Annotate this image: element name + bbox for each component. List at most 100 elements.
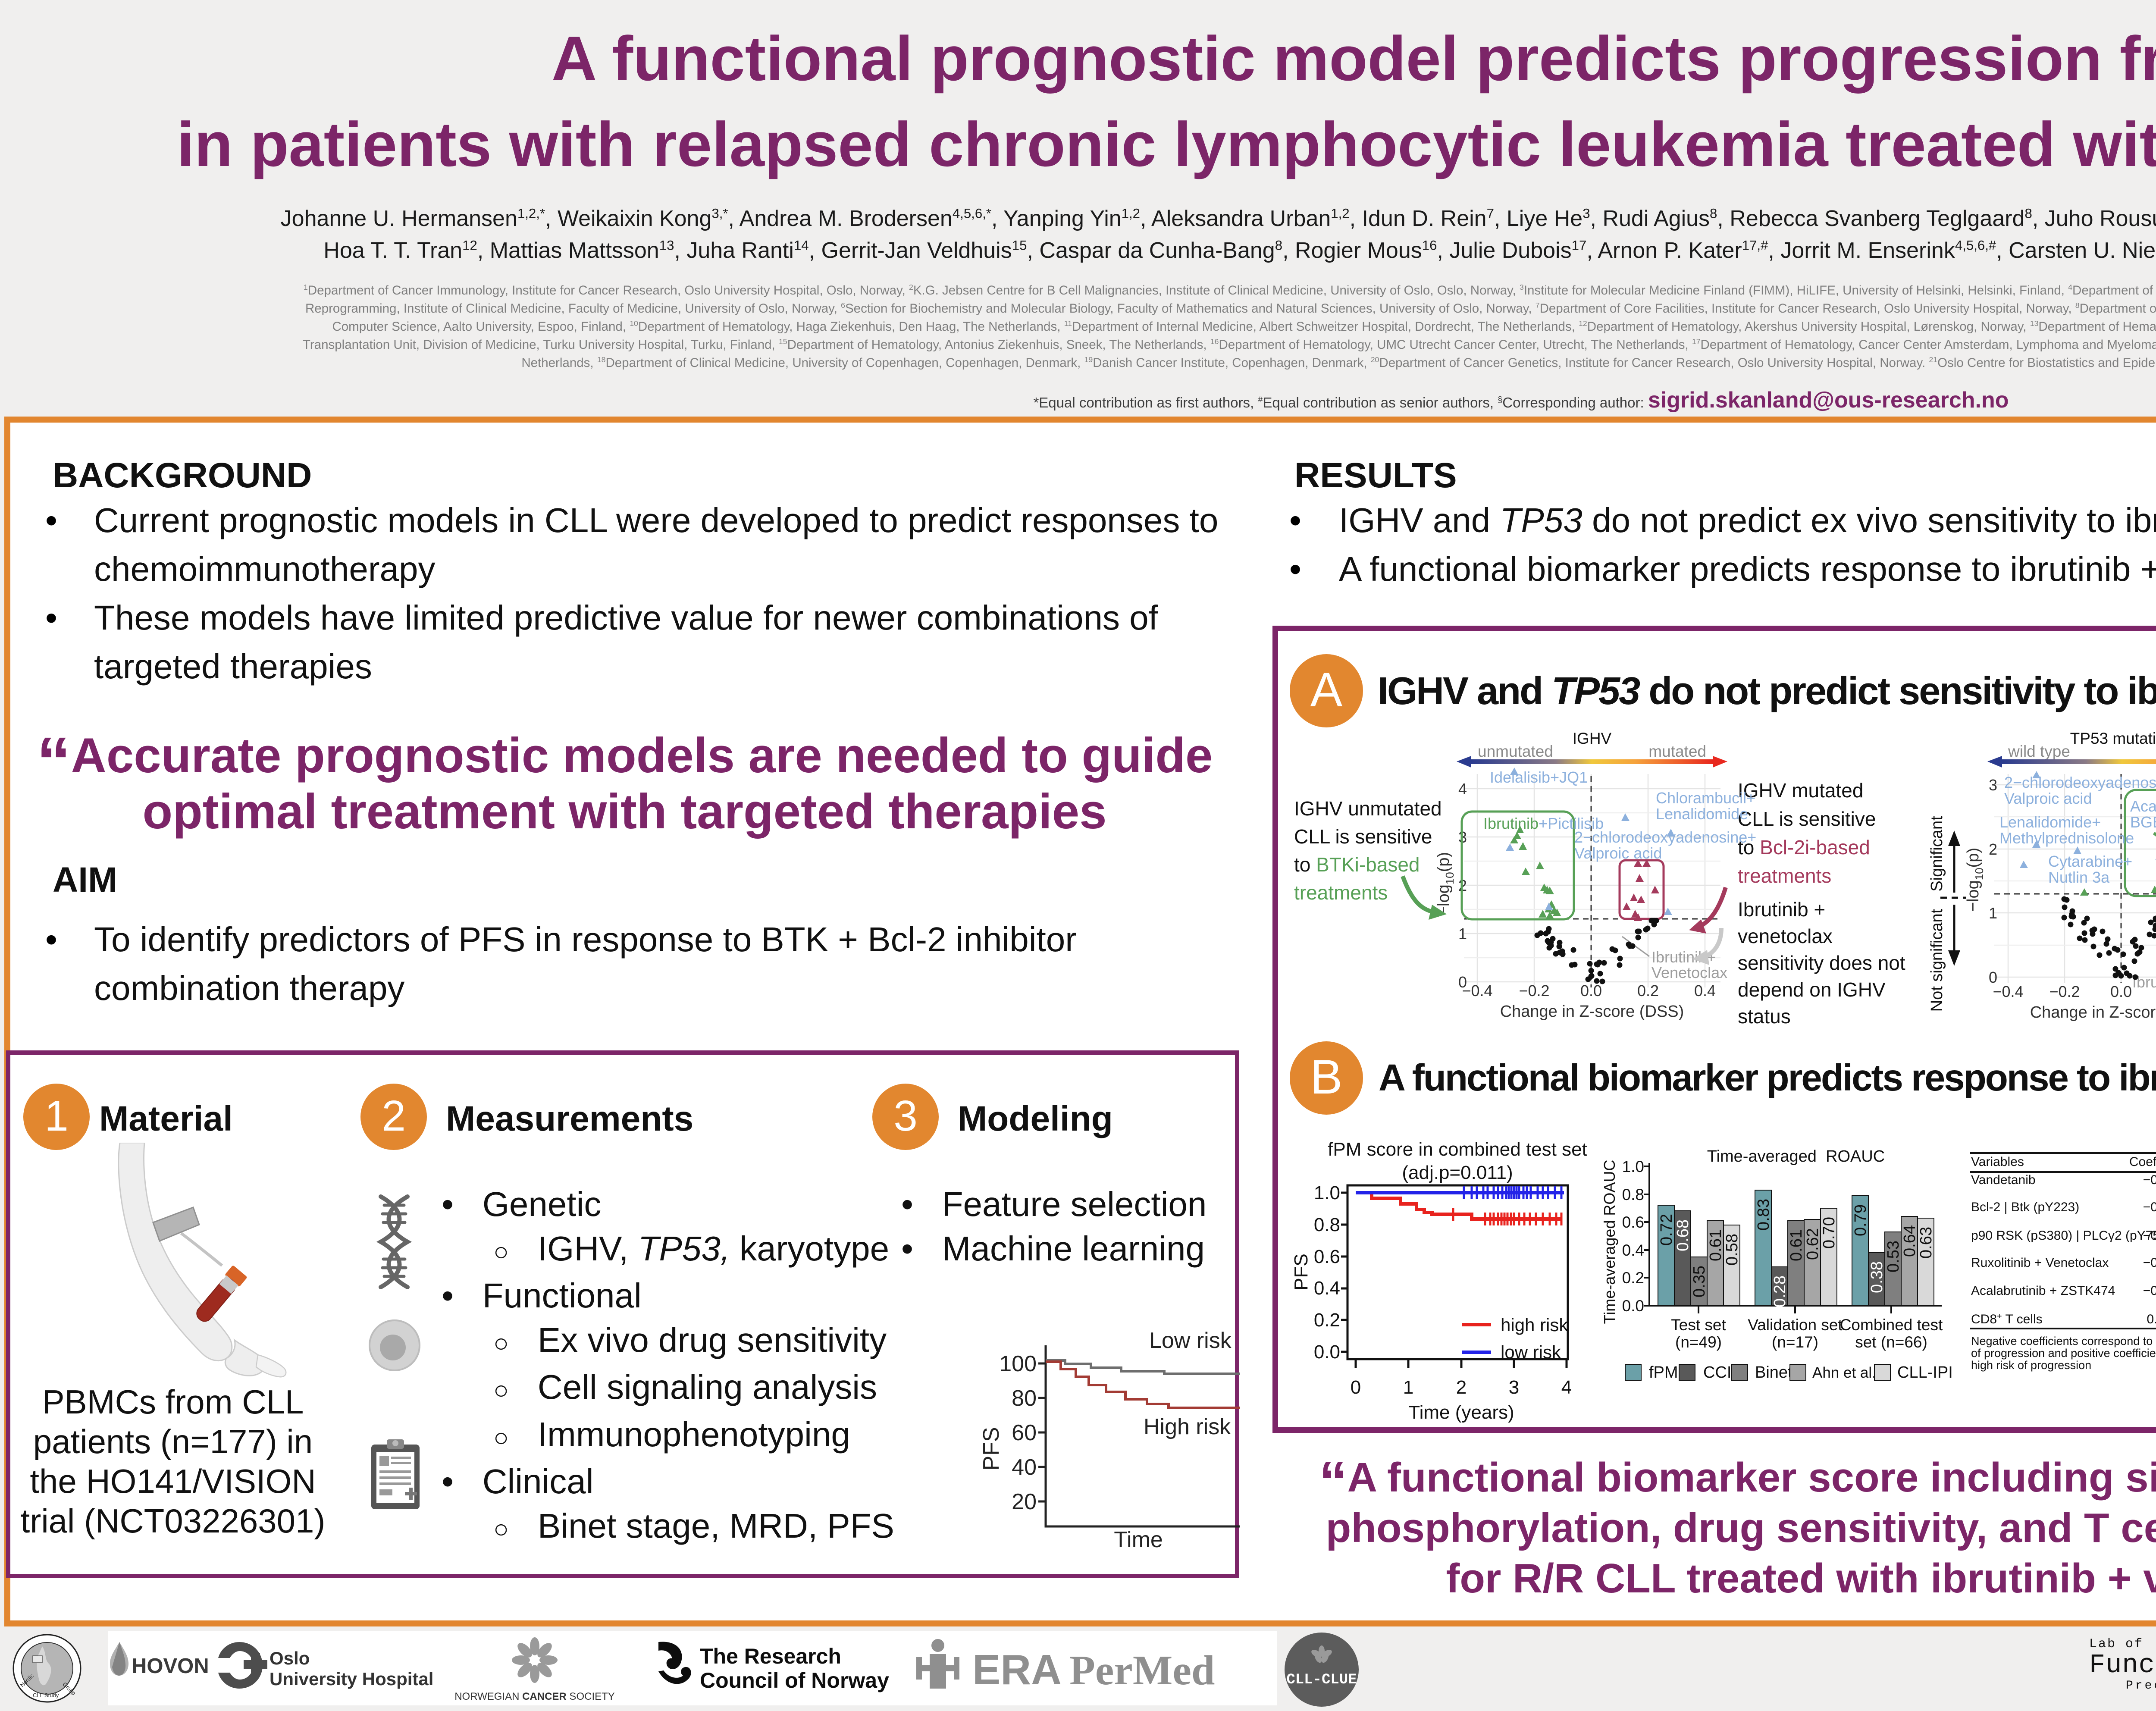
svg-text:TP53 mutation: TP53 mutation [2070,730,2156,747]
svg-text:−0.435: −0.435 [2143,1200,2156,1214]
svg-text:Acalabrutinib+: Acalabrutinib+ [2130,797,2156,815]
svg-text:Chlorambucil+: Chlorambucil+ [1656,789,1755,807]
svg-text:Ibrutinib+Pictilisib: Ibrutinib+Pictilisib [1483,815,1604,832]
svg-text:fPM: fPM [1649,1363,1678,1382]
svg-text:1.0: 1.0 [1314,1182,1340,1203]
svg-text:High risk: High risk [1144,1414,1231,1439]
svg-text:Change in Z-score (DSS): Change in Z-score (DSS) [1500,1003,1684,1021]
svg-text:40: 40 [1012,1455,1037,1480]
svg-text:0.4: 0.4 [1622,1241,1644,1259]
svg-text:The Research: The Research [700,1644,841,1668]
svg-text:1: 1 [1458,925,1467,943]
svg-text:0.58: 0.58 [1723,1234,1741,1266]
svg-text:Valproic acid: Valproic acid [2004,790,2092,807]
svg-text:Variables: Variables [1971,1155,2024,1169]
svg-text:University Hospital: University Hospital [270,1669,433,1689]
svg-text:high risk of progression: high risk of progression [1971,1359,2091,1372]
svg-text:Valproic acid: Valproic acid [1574,844,1662,862]
svg-text:0.28: 0.28 [1771,1275,1789,1307]
svg-text:0: 0 [1458,973,1467,991]
svg-text:PFS: PFS [1291,1253,1312,1291]
svg-text:0.79: 0.79 [1852,1204,1870,1236]
svg-text:1: 1 [1403,1377,1413,1398]
svg-text:Idelalisib+JQ1: Idelalisib+JQ1 [1490,768,1588,786]
svg-text:2: 2 [1989,840,1997,858]
svg-text:Validation set: Validation set [1748,1316,1843,1334]
svg-text:BGB−10188: BGB−10188 [2130,813,2156,831]
svg-text:Nutlin 3a: Nutlin 3a [2048,868,2110,886]
svg-text:0.0: 0.0 [1314,1341,1340,1363]
svg-text:0.2: 0.2 [1314,1310,1340,1331]
svg-text:0.83: 0.83 [1755,1199,1773,1231]
svg-text:0.2: 0.2 [1637,982,1659,1000]
svg-text:3: 3 [1509,1377,1519,1398]
svg-text:−log10(p): −log10(p) [1964,848,1986,912]
svg-text:0.4: 0.4 [1694,982,1716,1000]
svg-text:Negative coefficients correspo: Negative coefficients correspond to low … [1971,1335,2156,1347]
svg-text:CCI: CCI [1703,1363,1731,1382]
svg-text:Ruxolitinib + Venetoclax: Ruxolitinib + Venetoclax [1971,1256,2109,1270]
svg-text:0.6: 0.6 [1622,1213,1644,1231]
svg-text:0: 0 [1351,1377,1361,1398]
svg-text:0.0: 0.0 [2110,983,2132,1000]
svg-text:Acalabrutinib + ZSTK474: Acalabrutinib + ZSTK474 [1971,1284,2115,1298]
svg-text:60: 60 [1012,1420,1037,1445]
svg-text:Time-averaged ROAUC: Time-averaged ROAUC [1707,1147,1885,1166]
svg-text:wild type: wild type [2008,743,2070,760]
svg-text:−0.259: −0.259 [2143,1284,2156,1298]
svg-text:Time: Time [1114,1527,1163,1552]
svg-text:Cytarabine+: Cytarabine+ [2048,852,2132,870]
svg-text:CLL Study: CLL Study [33,1692,59,1698]
svg-text:CLL-CLUE: CLL-CLUE [1286,1672,1357,1688]
svg-text:1: 1 [1989,904,1997,922]
svg-text:Council of Norway: Council of Norway [700,1668,889,1692]
svg-text:−0.4: −0.4 [1993,983,2023,1000]
svg-text:−log10(p): −log10(p) [1435,852,1456,916]
svg-text:0.61: 0.61 [1787,1229,1805,1261]
svg-text:2: 2 [1456,1377,1467,1398]
svg-text:HOVON: HOVON [132,1655,209,1678]
svg-text:Combined test: Combined test [1840,1316,1943,1334]
svg-text:Lenalidomide+: Lenalidomide+ [1999,813,2101,831]
svg-text:−0.466: −0.466 [2143,1173,2156,1187]
svg-text:0.35: 0.35 [1690,1266,1708,1297]
svg-text:0.62: 0.62 [1804,1228,1822,1260]
svg-text:0.0: 0.0 [1622,1297,1644,1315]
svg-text:CLL-IPI: CLL-IPI [1897,1363,1953,1382]
svg-text:of progression and positive co: of progression and positive coefficients… [1971,1347,2156,1360]
svg-text:0.70: 0.70 [1820,1217,1838,1249]
svg-text:Significant: Significant [1928,816,1946,892]
svg-text:0.53: 0.53 [1884,1241,1902,1272]
svg-text:−0.397: −0.397 [2143,1256,2156,1270]
svg-text:p90 RSK (pS380) | PLCγ2 (pY759: p90 RSK (pS380) | PLCγ2 (pY759) [1971,1228,2156,1243]
svg-text:Change in Z-score (DSS): Change in Z-score (DSS) [2030,1003,2156,1022]
svg-text:0.72: 0.72 [1658,1214,1676,1246]
svg-text:Binet: Binet [1755,1363,1792,1382]
svg-text:NORWEGIAN CANCER SOCIETY: NORWEGIAN CANCER SOCIETY [454,1691,615,1702]
svg-text:−0.2: −0.2 [1519,982,1549,1000]
svg-text:ERA: ERA [972,1646,1062,1693]
svg-text:0.8: 0.8 [1314,1214,1340,1235]
svg-text:20: 20 [1012,1489,1037,1514]
svg-text:3: 3 [1989,776,1997,794]
svg-text:Not significant: Not significant [1928,909,1946,1012]
svg-text:fPM score in combined test set: fPM score in combined test set [1328,1139,1587,1160]
svg-text:2−chlorodeoxyadenosine+: 2−chlorodeoxyadenosine+ [1574,828,1756,846]
svg-text:high risk: high risk [1501,1315,1568,1335]
svg-text:Low risk: Low risk [1149,1328,1232,1353]
svg-text:0.63: 0.63 [1917,1227,1935,1259]
svg-text:0.64: 0.64 [1901,1225,1919,1257]
svg-text:PFS: PFS [983,1427,1004,1470]
svg-text:Vandetanib: Vandetanib [1971,1173,2036,1187]
svg-text:unmutated: unmutated [1478,743,1553,760]
svg-text:−0.324: −0.324 [2143,1228,2156,1243]
svg-text:mutated: mutated [1648,743,1706,760]
svg-text:Bcl-2 | Btk (pY223): Bcl-2 | Btk (pY223) [1971,1200,2079,1214]
svg-text:Time (years): Time (years) [1408,1402,1514,1423]
svg-text:(n=49): (n=49) [1675,1333,1722,1351]
svg-text:0.61: 0.61 [1707,1229,1725,1261]
svg-text:0.6: 0.6 [1314,1246,1340,1267]
svg-text:0.2: 0.2 [1622,1269,1644,1287]
svg-text:(n=17): (n=17) [1772,1333,1818,1351]
svg-text:−0.4: −0.4 [1462,982,1492,1000]
